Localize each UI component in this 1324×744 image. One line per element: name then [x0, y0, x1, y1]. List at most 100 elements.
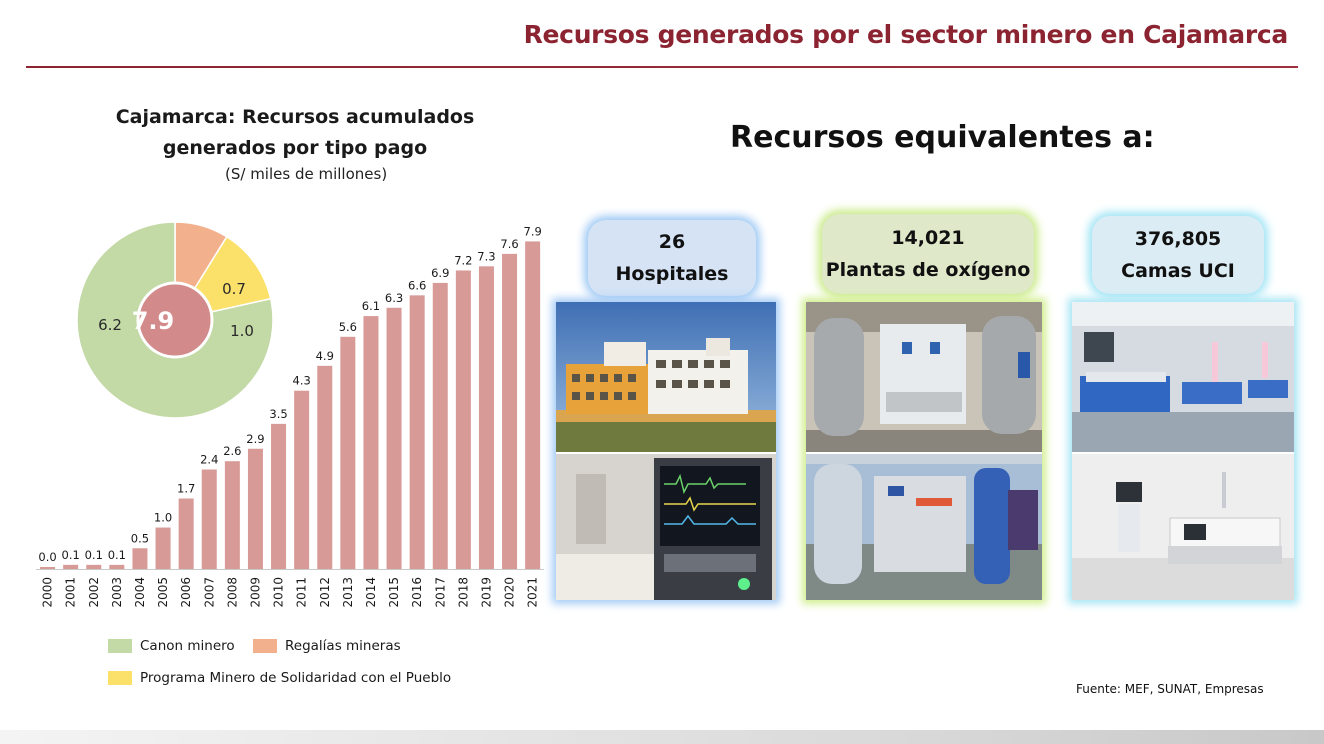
bar-value-label: 0.5 [131, 531, 149, 545]
bar-2010 [271, 423, 287, 569]
bar-2006 [178, 498, 194, 569]
oxygen-plant-photos [806, 302, 1042, 600]
bar-2008 [224, 461, 240, 569]
bar-value-label: 6.9 [431, 266, 449, 280]
bar-value-label: 2.6 [223, 444, 241, 458]
bar-value-label: 6.6 [408, 278, 426, 292]
bar-2002 [86, 564, 102, 569]
oxygen-generator-image [806, 454, 1042, 600]
bar-2000 [40, 567, 56, 569]
x-tick-label: 2020 [503, 577, 517, 608]
legend-item-regalias: Regalías mineras [253, 638, 401, 654]
mining-resources-chart: 6.2 0.7 1.0 7.9 0.0 2000 0.1 2001 0.1 2002 0.1 200… [36, 221, 545, 608]
x-tick-label: 2005 [156, 577, 170, 608]
chart-title: Cajamarca: Recursos acumulados generados… [115, 106, 475, 159]
bar-chart: 0.0 2000 0.1 2001 0.1 2002 0.1 2003 0.5 2004 1.0 20… [36, 224, 545, 608]
legend-swatch-regalias [253, 639, 277, 653]
x-tick-label: 2011 [295, 577, 309, 608]
legend-swatch-canon [108, 639, 132, 653]
source-footnote: Fuente: MEF, SUNAT, Empresas [1076, 682, 1264, 696]
x-tick-label: 2008 [225, 577, 239, 608]
bar-2012 [317, 365, 333, 569]
x-tick-label: 2000 [41, 577, 55, 608]
header-divider [26, 66, 1298, 68]
hospital-building-image [556, 302, 776, 452]
donut-center [136, 281, 214, 359]
donut-slice-label: 0.7 [222, 280, 246, 298]
bar-value-label: 2.9 [246, 432, 264, 446]
page-title: Recursos generados por el sector minero … [523, 20, 1289, 49]
bar-value-label: 6.1 [362, 299, 380, 313]
x-tick-label: 2015 [387, 577, 401, 608]
bar-value-label: 2.4 [200, 452, 218, 466]
bar-value-label: 7.9 [524, 224, 542, 238]
icu-room-image [1072, 454, 1294, 600]
bar-value-label: 7.3 [477, 249, 495, 263]
bar-2005 [155, 527, 171, 569]
bar-value-label: 4.9 [316, 349, 334, 363]
card-hospitales: 26 Hospitales [588, 220, 756, 296]
card-plantas-label: Plantas de oxígeno [825, 259, 1031, 281]
chart-subtitle: (S/ miles de millones) [225, 165, 388, 183]
card-plantas: 14,021 Plantas de oxígeno [822, 214, 1034, 294]
donut-slice-label: 6.2 [98, 316, 122, 334]
bar-value-label: 1.0 [154, 511, 172, 525]
bar-value-label: 7.2 [454, 253, 472, 267]
x-tick-label: 2006 [179, 577, 193, 608]
icu-ward-image [1072, 302, 1294, 452]
bottom-band [0, 730, 1324, 744]
x-tick-label: 2007 [202, 577, 216, 608]
bar-2007 [201, 469, 217, 569]
x-tick-label: 2003 [110, 577, 124, 608]
legend-label-regalias: Regalías mineras [285, 638, 401, 654]
equivalents-title: Recursos equivalentes a: [730, 120, 1155, 155]
donut-chart: 6.2 0.7 1.0 7.9 [76, 221, 274, 419]
bar-value-label: 1.7 [177, 482, 195, 496]
card-hospitales-label: Hospitales [615, 263, 729, 285]
bar-2003 [109, 564, 125, 569]
bar-value-label: 5.6 [339, 320, 357, 334]
legend-label-programa: Programa Minero de Solidaridad con el Pu… [140, 670, 452, 686]
x-tick-label: 2016 [410, 577, 424, 608]
bar-2001 [63, 564, 79, 569]
x-tick-label: 2019 [479, 577, 493, 608]
card-camas-label: Camas UCI [1121, 260, 1235, 282]
x-tick-label: 2014 [364, 577, 378, 608]
legend-item-programa: Programa Minero de Solidaridad con el Pu… [108, 670, 451, 686]
bar-2013 [340, 336, 356, 569]
legend-item-canon: Canon minero [108, 638, 235, 654]
bar-2016 [409, 295, 425, 569]
card-hospitales-number: 26 [658, 231, 686, 253]
bar-2020 [502, 253, 518, 569]
donut-slice-label: 1.0 [230, 322, 254, 340]
x-tick-label: 2013 [341, 577, 355, 608]
hospital-photos [556, 302, 776, 600]
bar-2011 [294, 390, 310, 569]
bar-value-label: 7.6 [500, 237, 518, 251]
ventilator-monitor-image [556, 454, 776, 600]
bar-2004 [132, 548, 148, 569]
bar-2009 [247, 448, 263, 569]
x-tick-label: 2017 [433, 577, 447, 608]
x-tick-label: 2018 [456, 577, 470, 608]
bar-2021 [525, 241, 541, 569]
bar-value-label: 4.3 [293, 374, 311, 388]
bar-2017 [432, 282, 448, 569]
x-tick-label: 2001 [64, 577, 78, 608]
x-tick-label: 2012 [318, 577, 332, 608]
x-tick-label: 2021 [526, 577, 540, 608]
oxygen-tanks-image [806, 302, 1042, 452]
bar-2015 [386, 307, 402, 569]
x-tick-label: 2002 [87, 577, 101, 608]
card-camas-number: 376,805 [1134, 228, 1222, 250]
card-camas-uci: 376,805 Camas UCI [1092, 216, 1264, 294]
bar-2019 [478, 266, 494, 569]
bar-value-label: 0.1 [108, 548, 126, 562]
bar-value-label: 0.0 [38, 550, 56, 564]
icu-bed-photos [1072, 302, 1294, 600]
x-tick-label: 2009 [248, 577, 262, 608]
bar-value-label: 0.1 [62, 548, 80, 562]
bar-2014 [363, 316, 379, 569]
legend-label-canon: Canon minero [140, 638, 235, 654]
bar-value-label: 6.3 [385, 291, 403, 305]
